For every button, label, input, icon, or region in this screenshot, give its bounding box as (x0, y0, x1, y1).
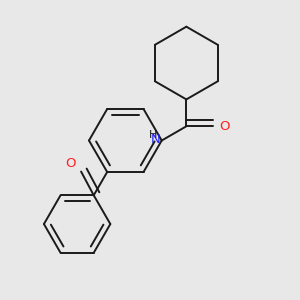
Text: O: O (65, 157, 75, 170)
Text: N: N (150, 133, 160, 146)
Text: O: O (219, 120, 230, 133)
Text: H: H (149, 130, 157, 140)
